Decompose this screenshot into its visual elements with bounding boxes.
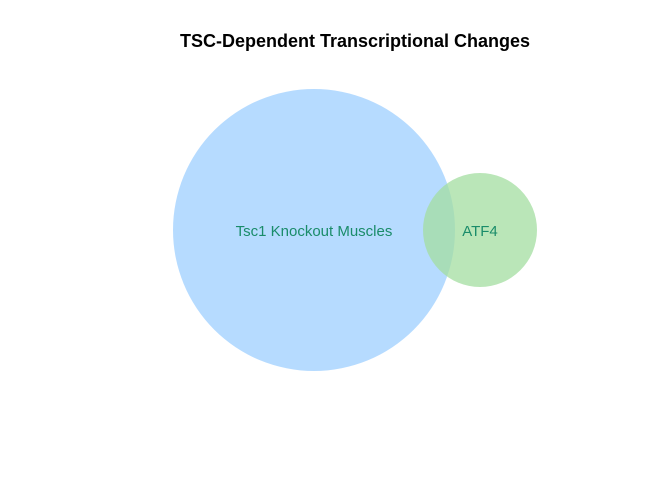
set-label-tsc1-knockout-muscles: Tsc1 Knockout Muscles bbox=[236, 223, 393, 240]
set-circle-atf4 bbox=[423, 173, 537, 287]
set-circle-tsc1-knockout-muscles bbox=[173, 89, 455, 371]
chart-title: TSC-Dependent Transcriptional Changes bbox=[180, 31, 530, 51]
set-label-atf4: ATF4 bbox=[462, 223, 498, 240]
